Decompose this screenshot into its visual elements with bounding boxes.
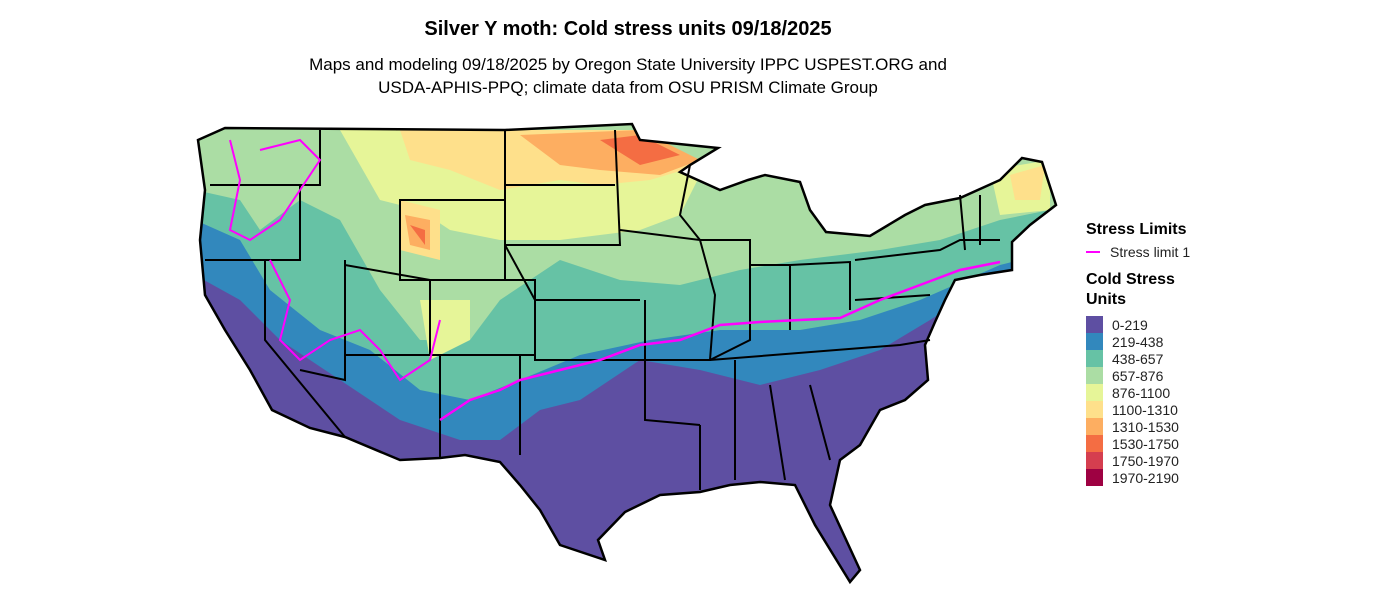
legend-class-item: 1970-2190 — [1086, 469, 1190, 486]
legend-class-item: 219-438 — [1086, 333, 1190, 350]
legend-class-item: 1750-1970 — [1086, 452, 1190, 469]
map-title: Silver Y moth: Cold stress units 09/18/2… — [424, 18, 832, 40]
legend-limits-title: Stress Limits — [1086, 221, 1187, 238]
stress-limit-1-line-interior — [269, 259, 441, 382]
legend-swatch — [1086, 435, 1103, 452]
us-map — [196, 122, 1058, 584]
legend-class-item: 1530-1750 — [1086, 435, 1190, 452]
legend-swatch — [1086, 384, 1103, 401]
limit-label: Stress limit 1 — [1110, 244, 1191, 260]
limit-line-swatch — [1086, 251, 1100, 253]
legend-class-item: 438-657 — [1086, 350, 1190, 367]
legend-swatch — [1086, 316, 1103, 333]
legend-class-item: 0-219 — [1086, 316, 1190, 333]
zone-1530-1750 — [410, 135, 680, 245]
zone-1310-1530 — [405, 130, 700, 250]
legend-class-label: 657-876 — [1112, 367, 1164, 384]
legend-class-label: 876-1100 — [1112, 384, 1171, 401]
legend-limit-item: Stress limit 1 — [1086, 244, 1190, 260]
legend-class-label: 1530-1750 — [1112, 435, 1179, 452]
legend-swatch — [1086, 469, 1103, 486]
stress-limit-1-line-west — [228, 138, 322, 242]
legend-swatch — [1086, 350, 1103, 367]
legend-class-item: 657-876 — [1086, 367, 1190, 384]
subtitle-line-2: USDA-APHIS-PPQ; climate data from OSU PR… — [378, 78, 878, 97]
legend-units-title-2: Units — [1086, 291, 1126, 308]
legend-swatch — [1086, 452, 1103, 469]
legend-class-label: 1310-1530 — [1112, 418, 1179, 435]
zone-876-1100 — [340, 130, 1050, 360]
subtitle-line-1: Maps and modeling 09/18/2025 by Oregon S… — [309, 55, 947, 74]
legend-swatch — [1086, 401, 1103, 418]
legend-class-item: 876-1100 — [1086, 384, 1190, 401]
stress-limit-1-line — [439, 260, 1001, 422]
legend-class-label: 1970-2190 — [1112, 469, 1179, 486]
legend-class-item: 1100-1310 — [1086, 401, 1190, 418]
legend-class-label: 1750-1970 — [1112, 452, 1179, 469]
legend-class-label: 219-438 — [1112, 333, 1164, 350]
legend-class-item: 1310-1530 — [1086, 418, 1190, 435]
legend-class-label: 438-657 — [1112, 350, 1164, 367]
legend-classes: 0-219 219-438 438-657 657-876 876-1100 1100-1… — [1086, 316, 1190, 486]
legend: Stress Limits Stress limit 1 Cold Stress… — [1086, 220, 1190, 486]
legend-swatch — [1086, 333, 1103, 350]
legend-class-label: 1100-1310 — [1112, 401, 1178, 418]
legend-swatch — [1086, 367, 1103, 384]
state-boundaries — [205, 129, 1000, 490]
legend-units-title-1: Cold Stress — [1086, 271, 1175, 288]
legend-class-label: 0-219 — [1112, 316, 1148, 333]
legend-swatch — [1086, 418, 1103, 435]
